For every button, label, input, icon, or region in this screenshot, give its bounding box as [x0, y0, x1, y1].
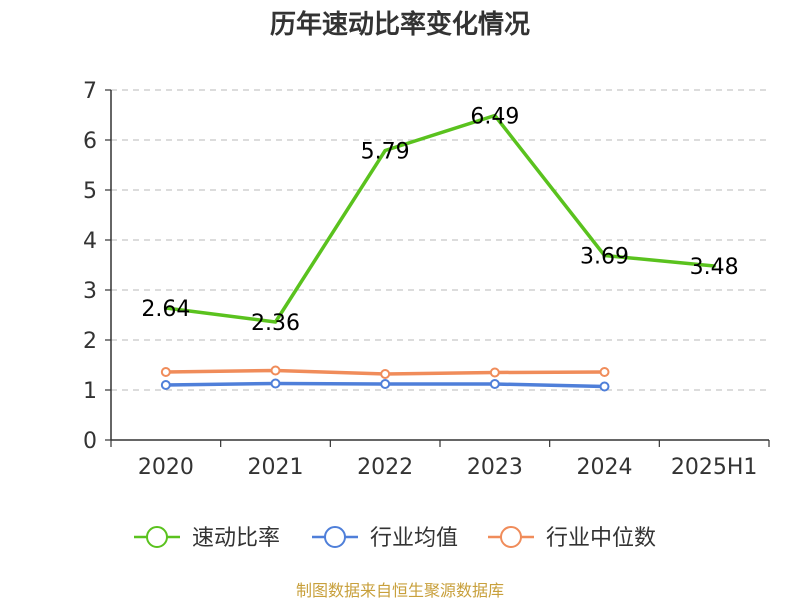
- y-tick-label: 4: [83, 229, 97, 254]
- legend-item[interactable]: 速动比率: [134, 526, 280, 551]
- legend-marker: [146, 526, 168, 548]
- series-point: [599, 381, 610, 392]
- legend-label: 速动比率: [192, 526, 280, 551]
- legend-item[interactable]: 行业均值: [312, 526, 458, 551]
- legend-marker: [500, 526, 522, 548]
- legend[interactable]: 速动比率 行业均值 行业中位数: [134, 526, 656, 551]
- data-label: 3.69: [580, 245, 629, 270]
- legend-marker: [324, 526, 346, 548]
- series-point: [380, 379, 391, 389]
- data-label: 6.49: [470, 105, 519, 130]
- y-tick-label: 7: [83, 79, 97, 104]
- data-label: 2.36: [251, 311, 300, 336]
- series-point: [380, 369, 391, 379]
- series-point: [489, 379, 500, 389]
- series-line: [164, 113, 716, 324]
- series-point: [160, 380, 171, 390]
- y-tick-label: 1: [83, 379, 97, 404]
- data-labels: 2.64 2.36 5.79 6.49 3.69 3.48: [141, 105, 738, 337]
- y-tick-label: 2: [83, 329, 97, 354]
- series-point: [270, 365, 281, 376]
- series-point: [270, 378, 281, 389]
- data-label: 2.64: [141, 297, 190, 322]
- grid: [111, 89, 769, 391]
- y-tick-label: 0: [83, 429, 97, 454]
- y-tick-label: 5: [83, 179, 97, 204]
- legend-label: 行业中位数: [546, 526, 656, 551]
- y-tick-label: 3: [83, 279, 97, 304]
- source-note: 制图数据来自恒生聚源数据库: [296, 581, 504, 600]
- x-tick-label: 2023: [467, 455, 523, 480]
- x-tick-label: 2024: [577, 455, 633, 480]
- series-point: [489, 367, 500, 378]
- series-point: [160, 367, 171, 377]
- data-label: 5.79: [361, 140, 410, 165]
- chart-title: 历年速动比率变化情况: [270, 9, 530, 40]
- y-tick-label: 6: [83, 129, 97, 154]
- x-tick-label: 2021: [248, 455, 304, 480]
- axes: 0 1 2 3 4 5 6 7 2020 2021 2022 2023 2024 2025H1: [83, 79, 770, 480]
- x-tick-label: 2020: [138, 455, 194, 480]
- data-label: 3.48: [690, 255, 739, 280]
- series-point: [599, 367, 610, 377]
- plot-area: [160, 113, 716, 392]
- x-tick-label: 2025H1: [671, 455, 758, 480]
- legend-label: 行业均值: [370, 526, 458, 551]
- x-tick-label: 2022: [357, 455, 413, 480]
- legend-item[interactable]: 行业中位数: [488, 526, 656, 551]
